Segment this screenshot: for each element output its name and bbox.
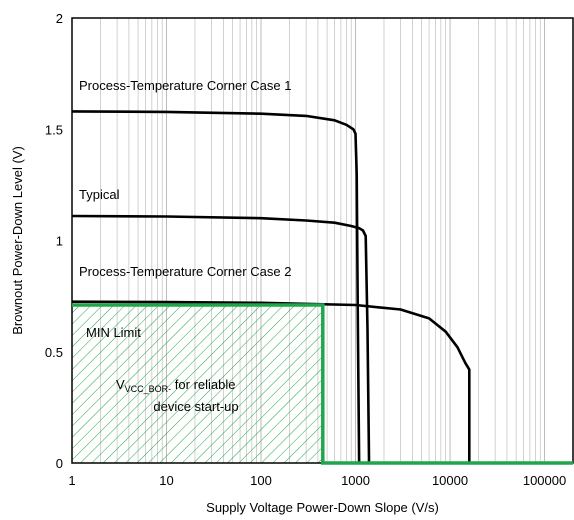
x-tick-label: 10 xyxy=(159,473,173,488)
y-axis-title: Brownout Power-Down Level (V) xyxy=(10,146,25,335)
vcc-text: for reliable xyxy=(171,377,235,392)
y-tick-label: 1.5 xyxy=(45,122,63,137)
x-tick-label: 1000 xyxy=(341,473,370,488)
series-label-corner-case-2: Process-Temperature Corner Case 2 xyxy=(79,264,291,279)
series-layer xyxy=(71,110,471,463)
series-line-0 xyxy=(71,110,361,463)
tick-labels: 1 10 100 1000 10000 100000 0 0.5 1 1.5 2 xyxy=(45,11,566,488)
y-tick-label: 0 xyxy=(56,456,63,471)
series-line-1 xyxy=(71,214,371,463)
x-tick-label: 10000 xyxy=(432,473,468,488)
y-tick-label: 2 xyxy=(56,11,63,26)
vcc-subscript: VCC_BOR- xyxy=(125,384,172,394)
min-limit-label: MIN Limit xyxy=(86,325,141,340)
y-tick-label: 1 xyxy=(56,234,63,249)
x-tick-label: 1 xyxy=(68,473,75,488)
x-tick-label: 100 xyxy=(250,473,272,488)
min-limit-hatch xyxy=(72,305,323,463)
min-limit-line xyxy=(72,303,573,465)
x-axis-title: Supply Voltage Power-Down Slope (V/s) xyxy=(206,500,439,515)
series-label-typical: Typical xyxy=(79,187,120,202)
series-label-corner-case-1: Process-Temperature Corner Case 1 xyxy=(79,78,291,93)
x-tick-label: 100000 xyxy=(523,473,566,488)
vcc-bor-annotation-line2: device start-up xyxy=(153,399,238,414)
vcc-symbol: V xyxy=(116,377,125,392)
y-tick-label: 0.5 xyxy=(45,345,63,360)
vcc-bor-annotation: VVCC_BOR- for reliable xyxy=(116,377,236,394)
series-line-2 xyxy=(71,300,471,463)
